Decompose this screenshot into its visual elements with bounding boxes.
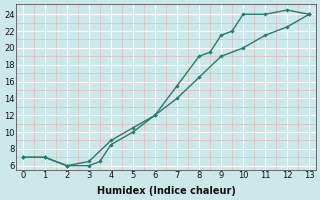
X-axis label: Humidex (Indice chaleur): Humidex (Indice chaleur) — [97, 186, 236, 196]
